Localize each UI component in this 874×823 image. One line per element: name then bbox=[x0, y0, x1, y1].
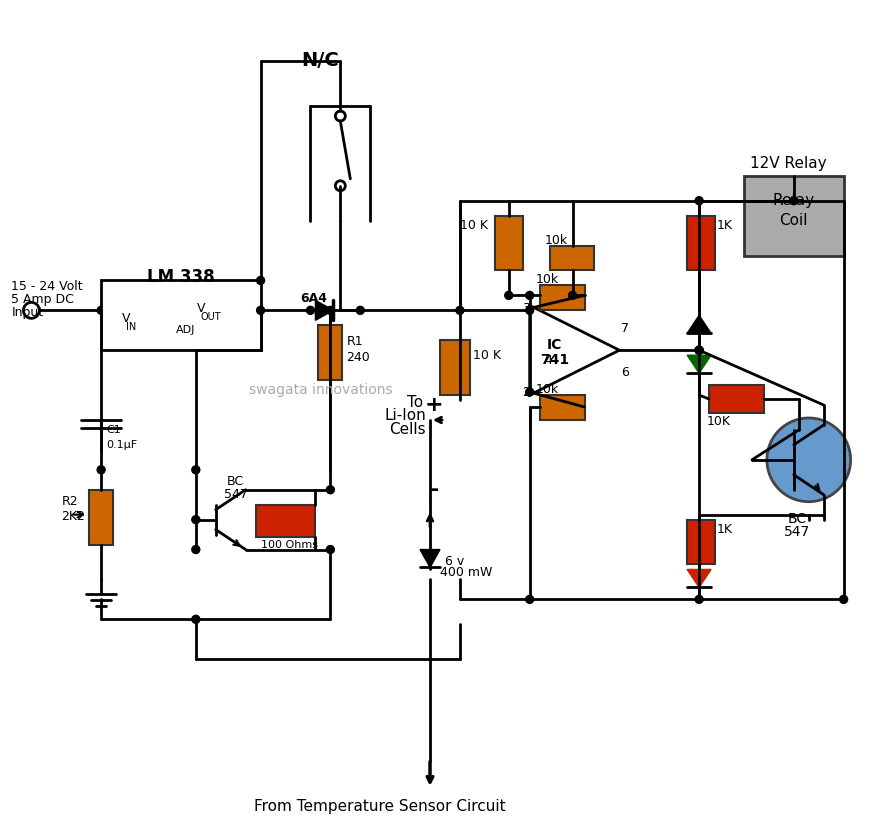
Bar bbox=[687, 216, 715, 271]
Text: 7: 7 bbox=[621, 322, 629, 335]
Circle shape bbox=[525, 306, 534, 314]
Text: 15 - 24 Volt: 15 - 24 Volt bbox=[11, 281, 83, 294]
Polygon shape bbox=[316, 300, 333, 320]
Circle shape bbox=[790, 197, 798, 205]
Text: From Temperature Sensor Circuit: From Temperature Sensor Circuit bbox=[254, 798, 506, 814]
Text: 2K2: 2K2 bbox=[61, 509, 85, 523]
Bar bbox=[495, 216, 523, 271]
Text: swagata innovations: swagata innovations bbox=[248, 383, 392, 397]
Text: 741: 741 bbox=[540, 353, 569, 367]
Text: V: V bbox=[197, 302, 205, 315]
Text: 547: 547 bbox=[224, 488, 247, 500]
Text: +: + bbox=[425, 395, 443, 415]
Circle shape bbox=[97, 466, 105, 474]
Circle shape bbox=[569, 291, 577, 300]
Circle shape bbox=[326, 306, 335, 314]
Circle shape bbox=[191, 466, 200, 474]
Text: Relay: Relay bbox=[773, 193, 815, 208]
Text: 6A4: 6A4 bbox=[300, 292, 327, 305]
Text: 10 K: 10 K bbox=[460, 219, 488, 232]
Bar bbox=[550, 245, 594, 271]
Bar bbox=[687, 519, 715, 565]
Circle shape bbox=[456, 306, 464, 314]
Text: To: To bbox=[407, 395, 423, 410]
Text: Cells: Cells bbox=[389, 422, 426, 437]
Text: 12V Relay: 12V Relay bbox=[751, 156, 827, 171]
Bar bbox=[440, 340, 470, 395]
Polygon shape bbox=[420, 550, 440, 568]
Text: 240: 240 bbox=[346, 351, 370, 365]
Text: 10K: 10K bbox=[707, 415, 731, 428]
Bar bbox=[709, 385, 764, 413]
Bar bbox=[101, 281, 260, 351]
Text: 5 Amp DC: 5 Amp DC bbox=[11, 294, 74, 306]
Circle shape bbox=[505, 291, 513, 300]
Circle shape bbox=[525, 291, 534, 300]
Text: 10k: 10k bbox=[545, 234, 568, 247]
Circle shape bbox=[257, 277, 265, 285]
Circle shape bbox=[357, 306, 364, 314]
Text: V: V bbox=[121, 312, 130, 325]
Circle shape bbox=[525, 388, 534, 396]
Circle shape bbox=[840, 595, 848, 603]
Text: 4: 4 bbox=[545, 354, 552, 367]
Polygon shape bbox=[687, 570, 711, 588]
Text: -: - bbox=[429, 480, 439, 500]
Text: 547: 547 bbox=[784, 524, 810, 538]
Bar bbox=[744, 176, 843, 255]
Text: 10k: 10k bbox=[536, 383, 559, 396]
Text: R1: R1 bbox=[346, 335, 363, 348]
Polygon shape bbox=[530, 305, 620, 395]
Text: R2: R2 bbox=[61, 495, 78, 508]
Circle shape bbox=[695, 346, 703, 354]
Text: 1K: 1K bbox=[717, 523, 733, 536]
Polygon shape bbox=[687, 356, 711, 373]
Circle shape bbox=[695, 197, 703, 205]
Circle shape bbox=[191, 616, 200, 623]
Text: 400 mW: 400 mW bbox=[440, 566, 492, 579]
Text: 1K: 1K bbox=[717, 219, 733, 232]
Text: LM 338: LM 338 bbox=[147, 268, 215, 286]
Bar bbox=[318, 325, 343, 380]
Text: N/C: N/C bbox=[302, 51, 339, 70]
Circle shape bbox=[191, 546, 200, 554]
Circle shape bbox=[695, 346, 703, 354]
Circle shape bbox=[307, 306, 315, 314]
Bar bbox=[255, 504, 316, 537]
Circle shape bbox=[695, 595, 703, 603]
Text: BC: BC bbox=[787, 512, 807, 526]
Circle shape bbox=[695, 346, 703, 354]
Circle shape bbox=[326, 546, 335, 554]
Text: BC: BC bbox=[227, 475, 244, 488]
Text: 10k: 10k bbox=[536, 273, 559, 286]
Circle shape bbox=[257, 306, 265, 314]
Bar bbox=[89, 490, 113, 545]
Text: ADJ: ADJ bbox=[177, 325, 196, 335]
Text: Coil: Coil bbox=[780, 213, 808, 228]
Text: 6: 6 bbox=[621, 365, 629, 379]
Circle shape bbox=[191, 516, 200, 523]
Text: IC: IC bbox=[547, 338, 562, 352]
Circle shape bbox=[97, 306, 105, 314]
Text: C1: C1 bbox=[106, 425, 121, 435]
Text: 3: 3 bbox=[522, 302, 530, 315]
Text: 0.1μF: 0.1μF bbox=[106, 439, 137, 450]
Bar bbox=[539, 395, 585, 420]
Bar bbox=[539, 286, 585, 310]
Text: Input: Input bbox=[11, 306, 44, 319]
Text: Li-Ion: Li-Ion bbox=[385, 408, 426, 423]
Text: 100 Ohms: 100 Ohms bbox=[260, 540, 317, 550]
Text: IN: IN bbox=[126, 323, 136, 332]
Circle shape bbox=[525, 595, 534, 603]
Polygon shape bbox=[687, 315, 711, 333]
Text: OUT: OUT bbox=[201, 313, 221, 323]
Text: 6 v: 6 v bbox=[445, 555, 464, 568]
Text: 10 K: 10 K bbox=[473, 349, 501, 361]
Circle shape bbox=[766, 418, 850, 502]
Text: 2: 2 bbox=[522, 385, 530, 398]
Circle shape bbox=[326, 486, 335, 494]
